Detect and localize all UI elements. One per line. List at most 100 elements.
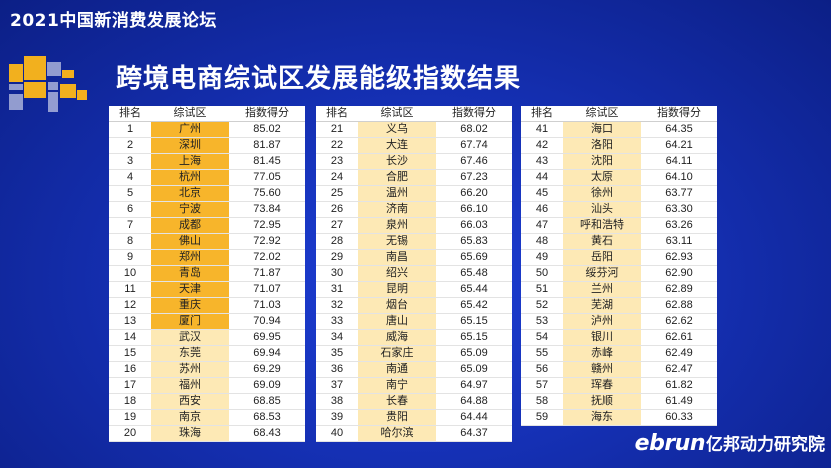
zone-cell: 岳阳 [563, 249, 641, 266]
table-row: 39 贵阳 64.44 [316, 409, 512, 426]
score-cell: 85.02 [229, 121, 305, 138]
score-cell: 66.20 [436, 185, 512, 202]
rank-cell: 3 [109, 153, 151, 170]
ranking-table-1: 排名 综试区 指数得分 1 广州 85.02 2 深圳 81.87 3 上海 81.45 4 杭州 7… [109, 106, 305, 442]
rank-cell: 15 [109, 345, 151, 362]
zone-cell: 长沙 [358, 153, 436, 170]
score-cell: 65.15 [436, 313, 512, 330]
table-row: 20 珠海 68.43 [109, 425, 305, 442]
rank-cell: 50 [521, 265, 563, 282]
table-row: 19 南京 68.53 [109, 409, 305, 426]
zone-cell: 厦门 [151, 313, 229, 330]
score-cell: 67.46 [436, 153, 512, 170]
table-row: 6 宁波 73.84 [109, 201, 305, 218]
zone-cell: 抚顺 [563, 393, 641, 410]
zone-cell: 烟台 [358, 297, 436, 314]
table-row: 37 南宁 64.97 [316, 377, 512, 394]
table-row: 57 珲春 61.82 [521, 377, 717, 394]
table-header-row: 排名 综试区 指数得分 [316, 106, 512, 122]
zone-header: 综试区 [151, 106, 229, 122]
rank-cell: 4 [109, 169, 151, 186]
score-cell: 69.95 [229, 329, 305, 346]
zone-cell: 苏州 [151, 361, 229, 378]
zone-cell: 武汉 [151, 329, 229, 346]
score-cell: 67.74 [436, 137, 512, 154]
table-row: 42 洛阳 64.21 [521, 137, 717, 154]
rank-cell: 12 [109, 297, 151, 314]
table-row: 22 大连 67.74 [316, 137, 512, 154]
zone-cell: 温州 [358, 185, 436, 202]
score-cell: 60.33 [641, 409, 717, 426]
table-row: 27 泉州 66.03 [316, 217, 512, 234]
table-row: 26 济南 66.10 [316, 201, 512, 218]
score-cell: 72.95 [229, 217, 305, 234]
rank-cell: 2 [109, 137, 151, 154]
rank-header: 排名 [109, 106, 151, 122]
zone-cell: 杭州 [151, 169, 229, 186]
rank-cell: 41 [521, 121, 563, 138]
score-cell: 61.82 [641, 377, 717, 394]
rank-header: 排名 [521, 106, 563, 122]
zone-cell: 北京 [151, 185, 229, 202]
table-row: 21 义乌 68.02 [316, 121, 512, 138]
score-cell: 65.42 [436, 297, 512, 314]
table-row: 58 抚顺 61.49 [521, 393, 717, 410]
table-row: 5 北京 75.60 [109, 185, 305, 202]
table-row: 33 唐山 65.15 [316, 313, 512, 330]
table-row: 3 上海 81.45 [109, 153, 305, 170]
ranking-table-3: 排名 综试区 指数得分 41 海口 64.35 42 洛阳 64.21 43 沈阳 64.11 4… [521, 106, 717, 426]
score-cell: 64.11 [641, 153, 717, 170]
deco-block [9, 94, 23, 110]
table-row: 41 海口 64.35 [521, 121, 717, 138]
table-row: 34 威海 65.15 [316, 329, 512, 346]
rank-cell: 36 [316, 361, 358, 378]
zone-cell: 芜湖 [563, 297, 641, 314]
score-cell: 66.03 [436, 217, 512, 234]
table-row: 43 沈阳 64.11 [521, 153, 717, 170]
table-row: 35 石家庄 65.09 [316, 345, 512, 362]
score-cell: 68.02 [436, 121, 512, 138]
table-body: 41 海口 64.35 42 洛阳 64.21 43 沈阳 64.11 44 太原 64.10 45 徐州… [521, 121, 717, 426]
score-cell: 63.30 [641, 201, 717, 218]
rank-cell: 29 [316, 249, 358, 266]
zone-cell: 广州 [151, 121, 229, 138]
zone-cell: 深圳 [151, 137, 229, 154]
rank-cell: 52 [521, 297, 563, 314]
score-cell: 64.35 [641, 121, 717, 138]
table-row: 4 杭州 77.05 [109, 169, 305, 186]
rank-cell: 18 [109, 393, 151, 410]
zone-cell: 威海 [358, 329, 436, 346]
table-row: 38 长春 64.88 [316, 393, 512, 410]
table-row: 49 岳阳 62.93 [521, 249, 717, 266]
table-row: 2 深圳 81.87 [109, 137, 305, 154]
score-cell: 69.29 [229, 361, 305, 378]
score-cell: 65.44 [436, 281, 512, 298]
zone-cell: 南通 [358, 361, 436, 378]
zone-cell: 银川 [563, 329, 641, 346]
deco-block [9, 84, 23, 90]
table-row: 9 郑州 72.02 [109, 249, 305, 266]
rank-cell: 8 [109, 233, 151, 250]
score-cell: 65.83 [436, 233, 512, 250]
slide-title: 跨境电商综试区发展能级指数结果 [116, 64, 522, 94]
table-row: 56 赣州 62.47 [521, 361, 717, 378]
table-row: 23 长沙 67.46 [316, 153, 512, 170]
zone-cell: 绍兴 [358, 265, 436, 282]
rank-cell: 38 [316, 393, 358, 410]
table-row: 13 厦门 70.94 [109, 313, 305, 330]
zone-cell: 南宁 [358, 377, 436, 394]
deco-block [24, 82, 46, 98]
rank-cell: 13 [109, 313, 151, 330]
zone-cell: 重庆 [151, 297, 229, 314]
table-row: 44 太原 64.10 [521, 169, 717, 186]
table-row: 28 无锡 65.83 [316, 233, 512, 250]
zone-cell: 长春 [358, 393, 436, 410]
score-header: 指数得分 [641, 106, 717, 122]
score-cell: 68.85 [229, 393, 305, 410]
rank-cell: 39 [316, 409, 358, 426]
score-cell: 62.61 [641, 329, 717, 346]
table-row: 59 海东 60.33 [521, 409, 717, 426]
table-row: 36 南通 65.09 [316, 361, 512, 378]
rank-cell: 25 [316, 185, 358, 202]
rank-cell: 55 [521, 345, 563, 362]
